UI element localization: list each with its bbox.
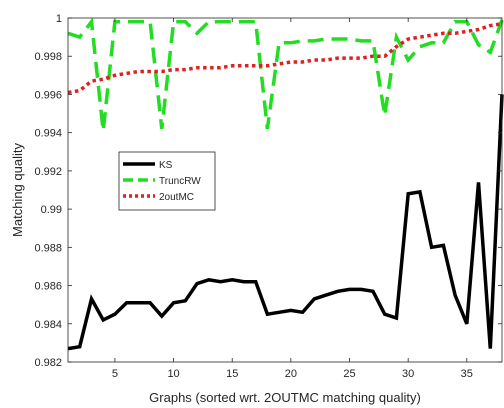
y-tick-label: 0.988 [34, 242, 62, 254]
x-tick-label: 35 [461, 368, 473, 380]
series-line-2outmc [67, 21, 503, 95]
series-line-ks [67, 94, 504, 351]
series-layer [67, 17, 504, 351]
y-tick-label: 0.986 [34, 281, 62, 293]
y-axis-label: Matching quality [10, 143, 25, 237]
plot-frame [67, 17, 503, 363]
x-tick-label: 25 [343, 368, 355, 380]
y-tick-label: 0.994 [34, 128, 62, 140]
series-line-truncrw [67, 17, 504, 131]
x-tick-label: 15 [226, 368, 238, 380]
x-tick-label: 10 [167, 368, 179, 380]
y-tick-label: 0.982 [34, 357, 62, 369]
x-tick-label: 20 [285, 368, 297, 380]
legend-label-2outmc: 2outMC [159, 192, 194, 203]
legend-label-ks: KS [159, 160, 173, 171]
legend-box [118, 151, 216, 211]
x-tick-label: 5 [112, 368, 118, 380]
y-tick-label: 0.99 [41, 204, 62, 216]
legend: KS TruncRW 2outMC [118, 151, 216, 211]
y-tick-label: 0.992 [34, 166, 62, 178]
x-tick-label: 30 [402, 368, 414, 380]
x-axis-label: Graphs (sorted wrt. 2OUTMC matching qual… [149, 390, 421, 405]
legend-label-truncrw: TruncRW [159, 176, 201, 187]
y-tick-label: 0.984 [34, 319, 62, 331]
y-tick-label: 0.998 [34, 51, 62, 63]
y-tick-label: 0.996 [34, 89, 62, 101]
y-tick-label: 1 [56, 13, 62, 25]
tick-layer: 5 10 15 20 25 30 35 0.982 0.984 0.986 0.988 0.99 0.9… [34, 13, 502, 380]
